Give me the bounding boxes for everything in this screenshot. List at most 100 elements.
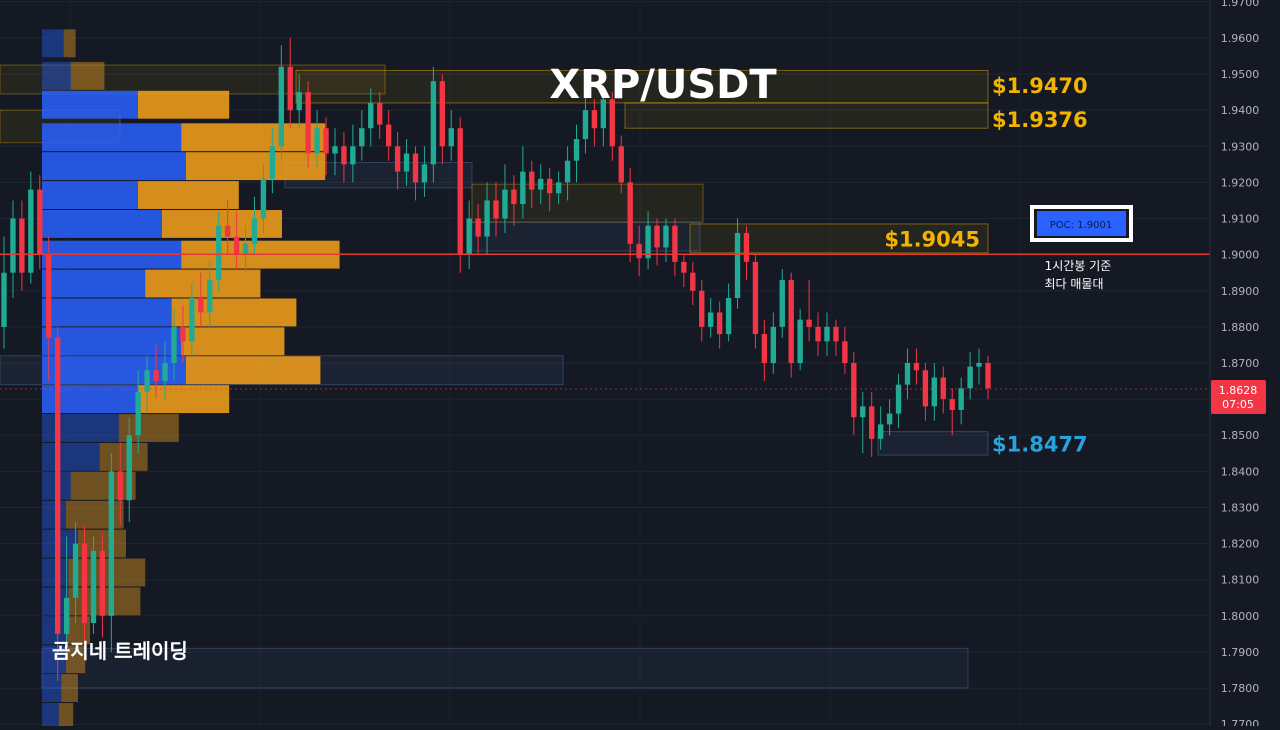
volume-profile-sell-bar bbox=[186, 356, 321, 385]
candle-body bbox=[189, 297, 195, 342]
candle-body bbox=[135, 391, 141, 436]
volume-profile-sell-bar bbox=[186, 152, 326, 181]
volume-profile-buy-bar bbox=[42, 616, 66, 645]
candle-body bbox=[269, 146, 276, 179]
candle-body bbox=[806, 319, 812, 327]
candle-body bbox=[439, 81, 446, 147]
candle-body bbox=[958, 388, 964, 410]
y-tick-label: 1.9600 bbox=[1221, 32, 1260, 45]
candle-body bbox=[359, 128, 365, 147]
candle-body bbox=[582, 110, 589, 140]
volume-profile-sell-bar bbox=[68, 558, 146, 587]
candle-body bbox=[466, 218, 472, 255]
candle-body bbox=[278, 66, 284, 147]
candle-body bbox=[377, 102, 383, 125]
volume-profile-sell-bar bbox=[70, 471, 136, 500]
volume-profile-sell-bar bbox=[138, 385, 230, 414]
zone-box bbox=[624, 102, 989, 129]
candle-body bbox=[242, 243, 249, 255]
candle-body bbox=[904, 363, 911, 385]
zone-box bbox=[295, 69, 989, 104]
candle-body bbox=[886, 413, 893, 425]
volume-profile-buy-bar bbox=[42, 152, 186, 181]
candle-body bbox=[475, 218, 481, 237]
candle-body bbox=[645, 225, 651, 259]
candle-body bbox=[28, 189, 34, 273]
candle-body bbox=[824, 326, 830, 342]
volume-profile-buy-bar bbox=[42, 298, 172, 327]
y-tick-label: 1.9100 bbox=[1221, 213, 1260, 226]
candle-body bbox=[609, 99, 615, 147]
y-tick-label: 1.9400 bbox=[1221, 104, 1260, 117]
candle-body bbox=[341, 146, 347, 165]
candle-body bbox=[833, 326, 839, 342]
candle-body bbox=[788, 279, 794, 363]
candle-body bbox=[99, 550, 106, 616]
y-tick-label: 1.8700 bbox=[1221, 357, 1260, 370]
volume-profile-sell-bar bbox=[70, 61, 105, 90]
y-tick-label: 1.8800 bbox=[1221, 321, 1260, 334]
candle-body bbox=[72, 543, 79, 598]
candle-body bbox=[323, 128, 329, 154]
candle-body bbox=[555, 182, 562, 194]
candle-body bbox=[493, 200, 499, 219]
candlesticks bbox=[1, 37, 991, 681]
volume-profile-buy-bar bbox=[42, 90, 138, 119]
candle-body bbox=[403, 153, 410, 172]
y-tick-label: 1.7900 bbox=[1221, 646, 1260, 659]
candle-body bbox=[699, 290, 705, 327]
y-tick-label: 1.8100 bbox=[1221, 574, 1260, 587]
candle-body bbox=[690, 272, 696, 291]
volume-profile-buy-bar bbox=[42, 442, 100, 471]
volume-profile-buy-bar bbox=[42, 500, 66, 529]
zone-box bbox=[877, 431, 989, 456]
zone-box bbox=[41, 647, 969, 689]
candle-body bbox=[394, 146, 401, 172]
countdown-label: 07:05 bbox=[1222, 398, 1254, 411]
candle-body bbox=[233, 236, 240, 255]
volume-profile-sell-bar bbox=[181, 123, 326, 152]
candle-body bbox=[90, 550, 97, 624]
candle-body bbox=[564, 160, 571, 183]
volume-profile-buy-bar bbox=[42, 61, 71, 90]
candle-body bbox=[457, 128, 463, 255]
volume-profile-sell-bar bbox=[138, 90, 230, 119]
candle-body bbox=[734, 232, 741, 298]
poc-note-line1: 1시간봉 기준 bbox=[1045, 259, 1112, 273]
candle-body bbox=[305, 92, 311, 154]
candle-body bbox=[546, 178, 553, 194]
candle-body bbox=[967, 366, 973, 389]
volume-profile-sell-bar bbox=[58, 703, 74, 730]
candle-body bbox=[931, 377, 938, 407]
volume-profile-sell-bar bbox=[145, 269, 261, 298]
volume-profile-buy-bar bbox=[42, 414, 119, 442]
candle-body bbox=[216, 225, 222, 280]
volume-profile-buy-bar bbox=[42, 29, 64, 58]
price-axis[interactable]: 1.9700 1.9600 1.9500 1.9400 1.9300 1.9200 1.91… bbox=[1209, 0, 1266, 730]
candle-body bbox=[260, 178, 267, 219]
candle-body bbox=[922, 370, 929, 407]
candle-body bbox=[368, 102, 374, 129]
candle-body bbox=[126, 435, 132, 501]
candle-body bbox=[484, 200, 490, 237]
candle-body bbox=[520, 171, 526, 205]
volume-profile-buy-bar bbox=[42, 356, 186, 385]
y-tick-label: 1.7800 bbox=[1221, 682, 1260, 695]
candle-body bbox=[976, 363, 982, 367]
candle-body bbox=[511, 189, 517, 205]
candle-body bbox=[716, 312, 723, 335]
y-tick-label: 1.7700 bbox=[1221, 718, 1260, 726]
candle-body bbox=[618, 146, 624, 183]
candle-body bbox=[985, 363, 991, 389]
level-label: $1.9470 bbox=[992, 74, 1088, 98]
y-tick-label: 1.8000 bbox=[1221, 610, 1260, 623]
y-tick-label: 1.8300 bbox=[1221, 501, 1260, 514]
y-tick-label: 1.9500 bbox=[1221, 68, 1260, 81]
candle-body bbox=[895, 384, 902, 414]
candle-body bbox=[19, 218, 25, 273]
candle-body bbox=[350, 146, 356, 165]
candle-body bbox=[54, 337, 61, 634]
volume-profile-buy-bar bbox=[42, 674, 62, 703]
